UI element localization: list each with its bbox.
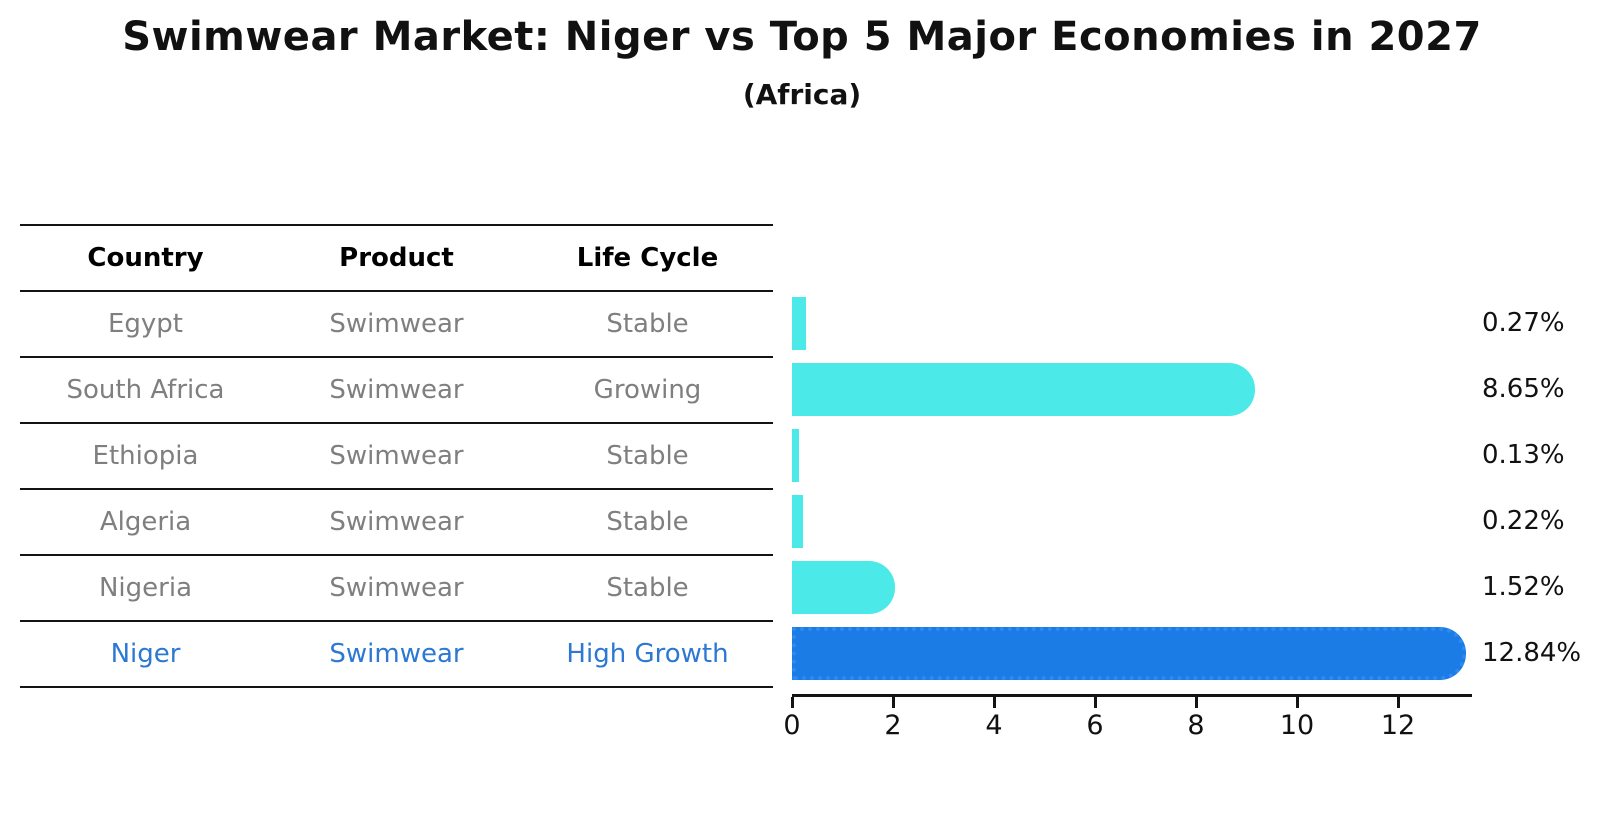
value-label-egypt: 0.27% (1482, 308, 1565, 338)
x-tick-label: 0 (783, 710, 801, 741)
country-cell: Niger (110, 639, 181, 669)
lifecycle-cell: Growing (593, 375, 702, 405)
x-tick-label: 12 (1380, 710, 1416, 741)
country-cell: Ethiopia (92, 441, 199, 471)
bar-south-africa (792, 363, 1255, 416)
table-row-nigeria: Nigeria Swimwear Stable (20, 554, 773, 620)
country-cell: Algeria (99, 507, 192, 537)
chart-subtitle: (Africa) (742, 78, 862, 111)
x-tick (1094, 697, 1097, 708)
x-tick (791, 697, 794, 708)
lifecycle-cell: Stable (606, 309, 689, 339)
table-row-egypt: Egypt Swimwear Stable (20, 290, 773, 356)
product-cell: Swimwear (329, 441, 464, 471)
x-axis-line (792, 694, 1472, 697)
x-tick (1296, 697, 1299, 708)
product-cell: Swimwear (329, 375, 464, 405)
lifecycle-cell: Stable (606, 573, 689, 603)
bar-niger (792, 627, 1466, 680)
x-tick (1195, 697, 1198, 708)
x-tick-label: 6 (1086, 710, 1104, 741)
value-label-ethiopia: 0.13% (1482, 440, 1565, 470)
country-cell: South Africa (66, 375, 225, 405)
product-cell: Swimwear (329, 573, 464, 603)
x-tick-label: 10 (1279, 710, 1315, 741)
value-label-niger: 12.84% (1482, 638, 1582, 668)
header-cell-lifecycle: Life Cycle (576, 243, 719, 273)
x-tick-label: 4 (985, 710, 1003, 741)
product-cell: Swimwear (329, 507, 464, 537)
lifecycle-cell: High Growth (566, 639, 729, 669)
table-body: Egypt Swimwear Stable South Africa Swimwear G… (20, 290, 773, 686)
product-cell: Swimwear (329, 639, 464, 669)
country-cell: Egypt (107, 309, 184, 339)
x-tick (1397, 697, 1400, 708)
lifecycle-cell: Stable (606, 441, 689, 471)
header-cell-product: Product (339, 243, 454, 273)
value-label-south-africa: 8.65% (1482, 374, 1565, 404)
comparison-table: Country Product Life Cycle Egypt Swimwear… (20, 224, 773, 688)
chart-title: Swimwear Market: Niger vs Top 5 Major Ec… (122, 14, 1482, 60)
lifecycle-cell: Stable (606, 507, 689, 537)
bar-nigeria (792, 561, 895, 614)
bar-ethiopia (792, 429, 799, 482)
country-cell: Nigeria (98, 573, 193, 603)
table-row-south-africa: South Africa Swimwear Growing (20, 356, 773, 422)
x-tick (892, 697, 895, 708)
table-row-niger: Niger Swimwear High Growth (20, 620, 773, 686)
bar-algeria (792, 495, 803, 548)
product-cell: Swimwear (329, 309, 464, 339)
value-label-algeria: 0.22% (1482, 506, 1565, 536)
value-label-nigeria: 1.52% (1482, 572, 1565, 602)
table-row-ethiopia: Ethiopia Swimwear Stable (20, 422, 773, 488)
header-cell-country: Country (87, 243, 204, 273)
x-tick-label: 2 (884, 710, 902, 741)
table-header-row: Country Product Life Cycle (20, 224, 773, 290)
x-tick (993, 697, 996, 708)
x-tick-label: 8 (1187, 710, 1205, 741)
table-row-algeria: Algeria Swimwear Stable (20, 488, 773, 554)
bar-egypt (792, 297, 806, 350)
